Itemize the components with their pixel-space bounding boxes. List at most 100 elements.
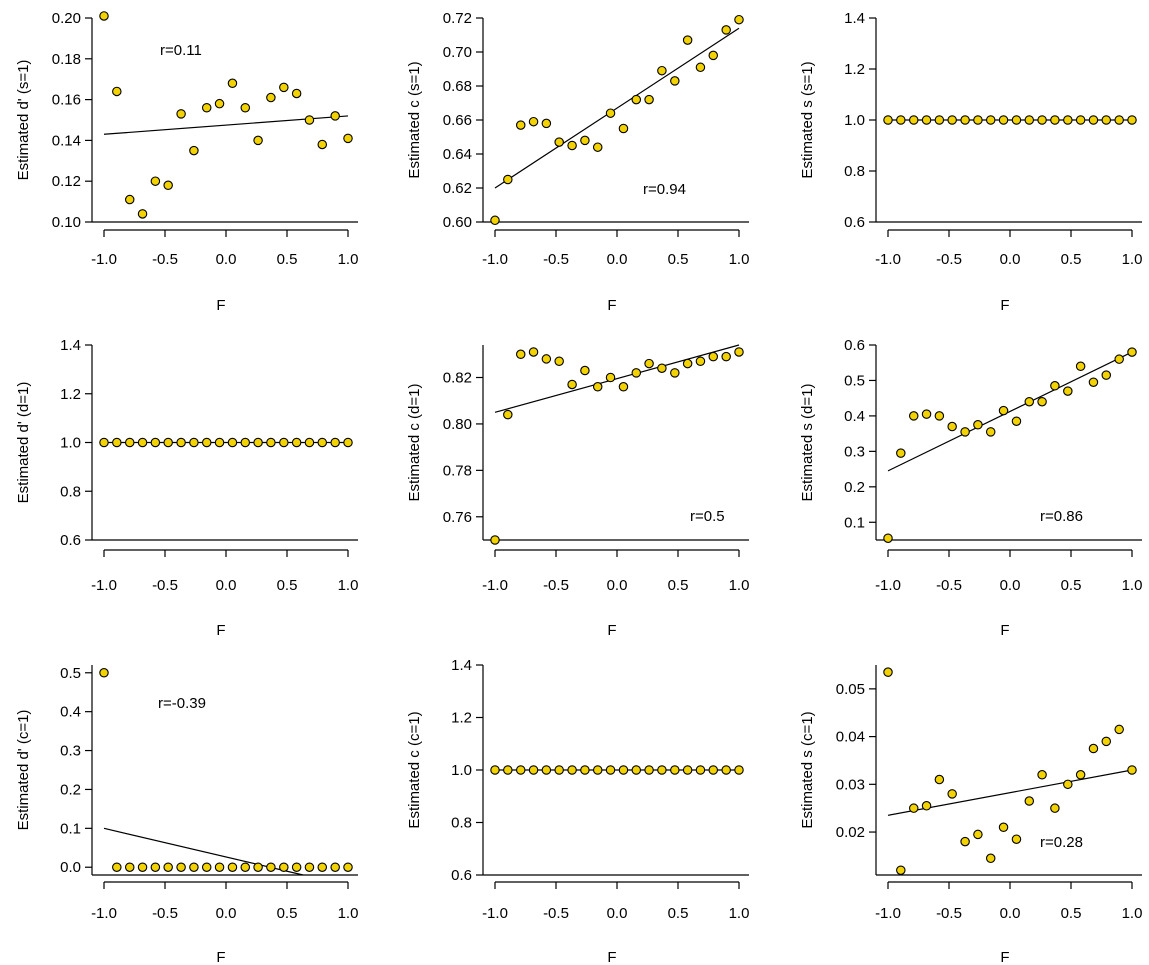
data-point	[343, 862, 353, 872]
x-axis-title: F	[1000, 622, 1009, 639]
data-point	[618, 382, 629, 392]
data-point	[163, 437, 173, 448]
x-tick-label: 0.0	[607, 905, 628, 922]
data-point	[343, 133, 353, 144]
data-point	[908, 803, 919, 813]
data-point	[1088, 115, 1099, 125]
data-point	[343, 437, 353, 448]
data-point	[657, 363, 667, 373]
data-point	[124, 862, 135, 872]
data-point	[1050, 115, 1060, 125]
x-tick-label: 1.0	[1122, 905, 1143, 922]
regression-line	[887, 351, 1133, 472]
x-tick-label: 1.0	[1122, 251, 1143, 268]
data-point	[1037, 396, 1047, 407]
x-tick-label: -1.0	[482, 251, 508, 268]
data-point	[554, 137, 564, 147]
data-point	[528, 116, 539, 127]
data-point	[541, 118, 552, 129]
panel-8: -1.0 -0.5 0.0 0.5 1.0 0.6 0.8 1.0 1.2 1.4 F Estimat…	[406, 657, 749, 965]
x-tick-label: -0.5	[936, 251, 962, 268]
data-point	[227, 78, 238, 89]
y-tick-label: 0.80	[443, 416, 472, 433]
data-point	[266, 862, 276, 872]
data-point	[1037, 770, 1047, 780]
data-point	[934, 774, 945, 785]
data-point	[541, 765, 552, 775]
x-tick-label: 0.5	[277, 251, 298, 268]
y-axis-title: Estimated s (c=1)	[799, 711, 816, 828]
y-axis-title: Estimated c (s=1)	[406, 61, 423, 178]
data-point	[137, 437, 148, 448]
x-tick-label: 1.0	[729, 251, 750, 268]
x-tick-label: 0.5	[1061, 251, 1082, 268]
y-tick-label: 0.02	[836, 824, 865, 841]
data-point	[1011, 115, 1022, 125]
data-point	[934, 115, 945, 125]
data-point	[883, 115, 893, 125]
data-point	[1101, 115, 1112, 125]
regression-line	[494, 27, 740, 189]
data-point	[695, 765, 706, 775]
x-tick-label: 0.5	[668, 577, 689, 594]
data-point	[580, 135, 590, 146]
data-point	[240, 437, 251, 448]
x-tick-label: 1.0	[729, 905, 750, 922]
x-tick-label: 1.0	[338, 577, 359, 594]
data-point	[947, 789, 957, 799]
y-tick-label: 0.76	[443, 509, 472, 526]
y-axis-title: Estimated d' (d=1)	[15, 382, 32, 504]
data-point	[644, 358, 654, 369]
data-point	[618, 123, 629, 134]
data-point	[528, 765, 539, 775]
data-point	[176, 862, 186, 872]
data-point	[973, 115, 983, 125]
data-point	[330, 111, 340, 121]
data-point	[1024, 396, 1035, 407]
data-point	[580, 365, 590, 376]
y-tick-label: 0.78	[443, 462, 472, 479]
y-tick-label: 0.6	[844, 337, 865, 354]
y-axis-title: Estimated d' (s=1)	[15, 60, 32, 181]
data-point	[304, 862, 315, 872]
data-point	[721, 25, 731, 35]
x-tick-label: 0.5	[277, 905, 298, 922]
x-tick-label: -0.5	[152, 251, 178, 268]
data-point	[592, 765, 603, 775]
data-point	[189, 145, 199, 156]
data-point	[189, 862, 199, 872]
x-tick-label: 1.0	[338, 251, 359, 268]
data-point	[618, 765, 629, 775]
data-point	[695, 356, 706, 366]
x-tick-label: 0.5	[277, 577, 298, 594]
x-tick-label: 0.5	[1061, 905, 1082, 922]
y-tick-label: 0.1	[60, 820, 81, 837]
y-axis-title: Estimated d' (c=1)	[15, 710, 32, 831]
data-point	[631, 94, 642, 105]
x-tick-label: -1.0	[91, 905, 117, 922]
data-point	[541, 354, 552, 364]
y-axis-title: Estimated s (s=1)	[799, 61, 816, 178]
correlation-label: r=0.86	[1040, 508, 1083, 525]
data-point	[240, 862, 251, 872]
data-point	[631, 765, 642, 775]
x-tick-label: 0.0	[607, 577, 628, 594]
data-point	[291, 88, 302, 99]
data-point	[503, 174, 513, 185]
data-point	[695, 62, 706, 73]
y-tick-label: 1.4	[60, 337, 81, 354]
y-tick-label: 0.64	[443, 146, 472, 163]
y-tick-label: 0.03	[836, 776, 865, 793]
data-point	[214, 862, 225, 872]
data-point	[896, 448, 906, 458]
data-point	[908, 411, 919, 421]
data-point	[670, 368, 680, 378]
data-point	[670, 76, 680, 86]
data-point	[150, 862, 161, 872]
data-point	[734, 14, 744, 25]
data-point	[734, 347, 744, 357]
data-point	[112, 862, 122, 872]
y-tick-label: 0.82	[443, 370, 472, 387]
data-point	[490, 215, 500, 226]
